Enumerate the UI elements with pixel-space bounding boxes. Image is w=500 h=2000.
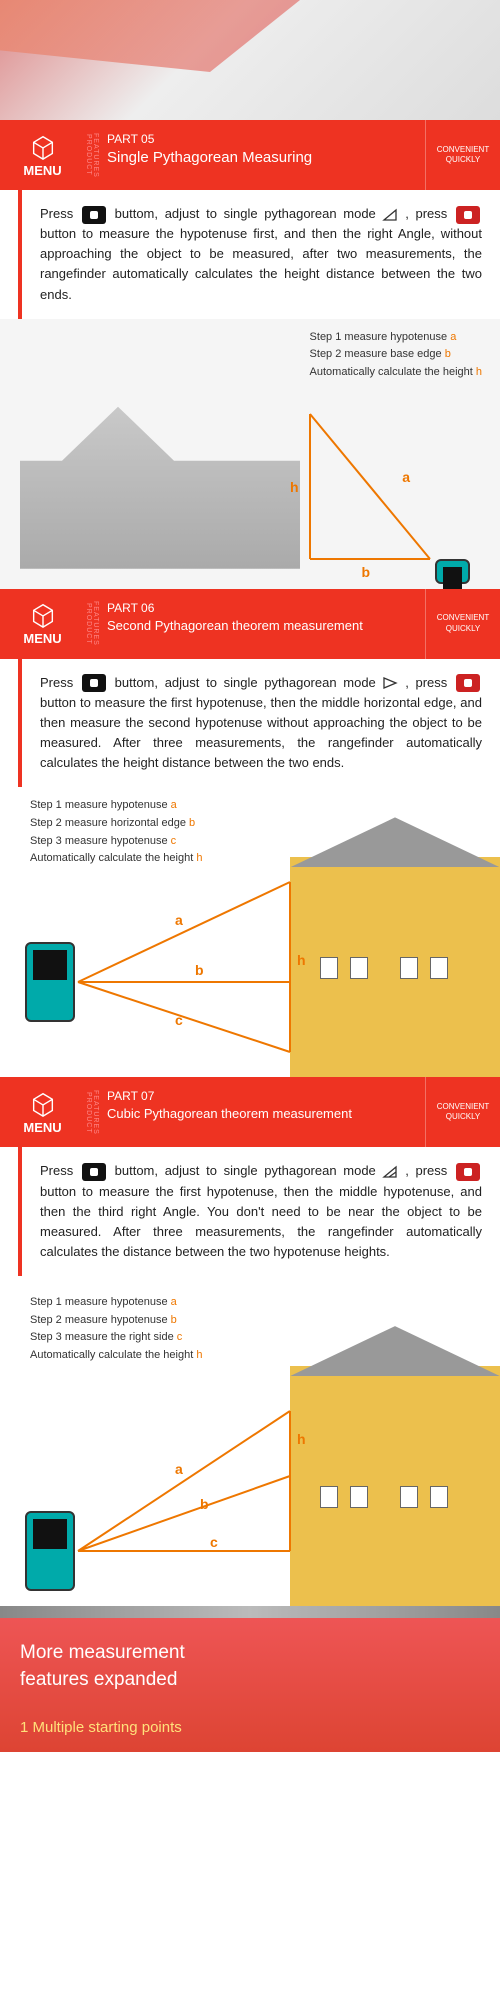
convenient-box: CONVENIENTQUICKLY <box>425 1077 500 1147</box>
vtext-features: FEATURES <box>92 1086 99 1139</box>
part-title: Cubic Pythagorean theorem measurement <box>107 1106 417 1121</box>
menu-box: MENU <box>0 589 85 659</box>
label-b: b <box>195 962 204 978</box>
conv-line1: CONVENIENT <box>437 145 489 155</box>
label-h: h <box>297 952 306 968</box>
header-part05: MENU PRODUCT FEATURES PART 05 Single Pyt… <box>0 120 500 190</box>
part-label: PART 05 <box>107 132 417 146</box>
body-text-05: Press buttom, adjust to single pythagore… <box>18 190 500 319</box>
device-icon <box>435 559 470 584</box>
triangle-icon <box>382 1165 398 1179</box>
hero-image <box>0 0 500 120</box>
vtext-product: PRODUCT <box>85 130 92 180</box>
vtext-product: PRODUCT <box>85 599 92 649</box>
cube-icon <box>29 133 57 161</box>
header-part07: MENU PRODUCT FEATURES PART 07 Cubic Pyth… <box>0 1077 500 1147</box>
part-title: Second Pythagorean theorem measurement <box>107 618 417 633</box>
footer-item: 1 Multiple starting points <box>20 1711 480 1744</box>
menu-label: MENU <box>23 1120 61 1135</box>
menu-label: MENU <box>23 631 61 646</box>
triangle-icon <box>382 676 398 690</box>
illustration-05: Step 1 measure hypotenuse a Step 2 measu… <box>0 319 500 589</box>
divider-band <box>0 1606 500 1618</box>
header-title: PART 06 Second Pythagorean theorem measu… <box>99 589 425 659</box>
mode-button-icon <box>82 674 106 692</box>
part-label: PART 07 <box>107 1089 417 1103</box>
menu-box: MENU <box>0 1077 85 1147</box>
label-b: b <box>200 1496 209 1512</box>
triangle-icon <box>382 208 398 222</box>
mode-button-icon <box>82 206 106 224</box>
measure-button-icon <box>456 674 480 692</box>
convenient-box: CONVENIENT QUICKLY <box>425 120 500 190</box>
menu-box: MENU <box>0 120 85 190</box>
vtext-features: FEATURES <box>92 597 99 650</box>
menu-label: MENU <box>23 163 61 178</box>
vtext-features: FEATURES <box>92 129 99 182</box>
label-h: h <box>297 1431 306 1447</box>
mode-button-icon <box>82 1163 106 1181</box>
label-a: a <box>175 1461 183 1477</box>
convenient-box: CONVENIENTQUICKLY <box>425 589 500 659</box>
measure-button-icon <box>456 206 480 224</box>
cube-icon <box>29 601 57 629</box>
label-a: a <box>402 469 410 485</box>
label-h: h <box>290 479 299 495</box>
label-b: b <box>361 564 370 580</box>
body-text-06: Press buttom, adjust to single pythagore… <box>18 659 500 788</box>
conv-line2: QUICKLY <box>446 155 481 165</box>
part-title: Single Pythagorean Measuring <box>107 149 417 166</box>
illustration-07: Step 1 measure hypotenuse a Step 2 measu… <box>0 1276 500 1606</box>
label-c: c <box>175 1012 183 1028</box>
body-text-07: Press buttom, adjust to single pythagore… <box>18 1147 500 1276</box>
header-title: PART 07 Cubic Pythagorean theorem measur… <box>99 1077 425 1147</box>
footer-title: More measurement features expanded <box>20 1640 480 1693</box>
header-title: PART 05 Single Pythagorean Measuring <box>99 120 425 190</box>
part-label: PART 06 <box>107 601 417 615</box>
footer: More measurement features expanded 1 Mul… <box>0 1618 500 1752</box>
label-c: c <box>210 1534 218 1550</box>
cube-icon <box>29 1090 57 1118</box>
measure-button-icon <box>456 1163 480 1181</box>
header-part06: MENU PRODUCT FEATURES PART 06 Second Pyt… <box>0 589 500 659</box>
vtext-product: PRODUCT <box>85 1088 92 1138</box>
illustration-06: Step 1 measure hypotenuse a Step 2 measu… <box>0 787 500 1077</box>
label-a: a <box>175 912 183 928</box>
